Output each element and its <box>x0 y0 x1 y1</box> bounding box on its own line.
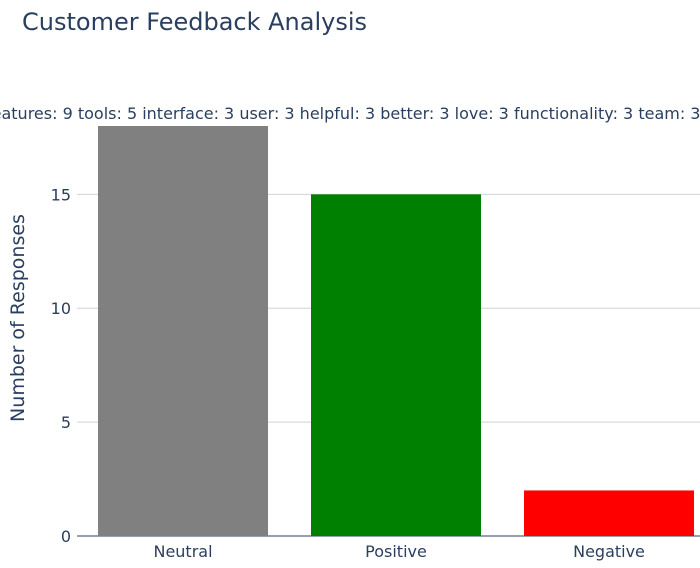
y-tick-labels: 0 5 10 15 <box>51 185 71 546</box>
y-tick-label: 0 <box>61 527 71 546</box>
x-tick-label: Neutral <box>153 542 212 561</box>
y-tick-label: 5 <box>61 413 71 432</box>
x-tick-label: Positive <box>365 542 427 561</box>
bar-neutral[interactable] <box>98 126 268 536</box>
x-tick-labels: Neutral Positive Negative <box>153 542 644 561</box>
keyword-frequency-annotation: features: 9 tools: 5 interface: 3 user: … <box>0 103 700 125</box>
y-axis-title: Number of Responses <box>7 214 29 422</box>
bar-positive[interactable] <box>311 194 481 537</box>
bar-negative[interactable] <box>524 490 694 536</box>
bars <box>98 126 694 537</box>
x-tick-label: Negative <box>573 542 645 561</box>
y-tick-label: 15 <box>51 185 71 204</box>
chart-title: Customer Feedback Analysis <box>22 8 368 36</box>
keyword-frequency-text: features: 9 tools: 5 interface: 3 user: … <box>0 104 700 123</box>
y-tick-label: 10 <box>51 299 71 318</box>
